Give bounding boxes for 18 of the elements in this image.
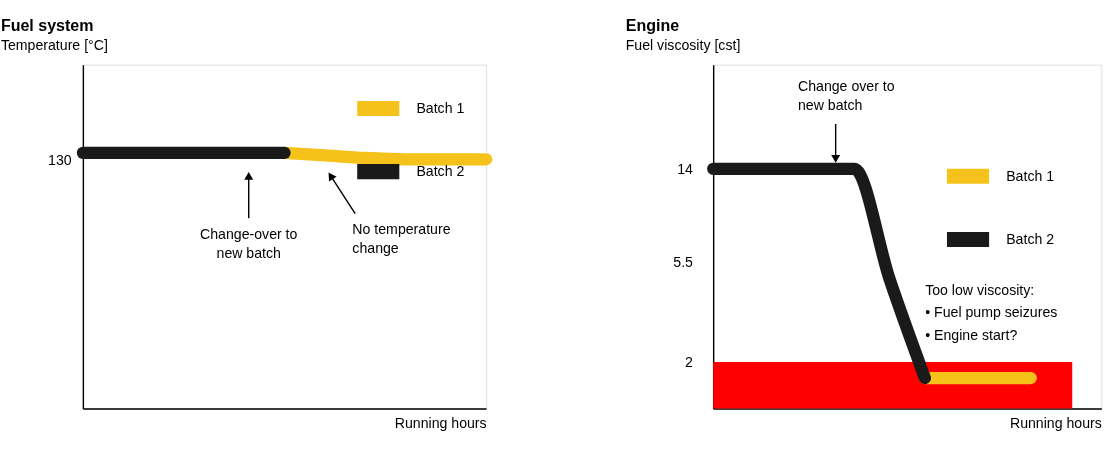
y-axis-title: Temperature [°C] xyxy=(0,36,108,53)
legend-label: Batch 2 xyxy=(416,163,465,180)
annotation: Change-over to new batch xyxy=(200,225,298,261)
band-label: Too low viscosity: • Fuel pump seizures • Engine start? xyxy=(925,281,1058,343)
y-tick-label: 2 xyxy=(685,354,694,371)
legend-label: Batch 1 xyxy=(1006,168,1055,185)
chart-title: Engine xyxy=(625,16,680,34)
annotation: Change over to new batch xyxy=(797,78,895,113)
y-axis-title: Fuel viscosity [cst] xyxy=(625,36,741,53)
annotation: No temperature change xyxy=(352,221,451,257)
y-tick-label: 14 xyxy=(677,161,694,178)
y-tick-label: 5.5 xyxy=(673,253,694,270)
chart-title: Fuel system xyxy=(0,16,94,34)
x-axis-title: Running hours xyxy=(394,414,487,431)
text: 130 xyxy=(48,151,72,168)
x-axis-title: Running hours xyxy=(1009,414,1102,431)
legend-label: Batch 1 xyxy=(416,100,465,117)
legend-label: Batch 2 xyxy=(1006,231,1055,248)
